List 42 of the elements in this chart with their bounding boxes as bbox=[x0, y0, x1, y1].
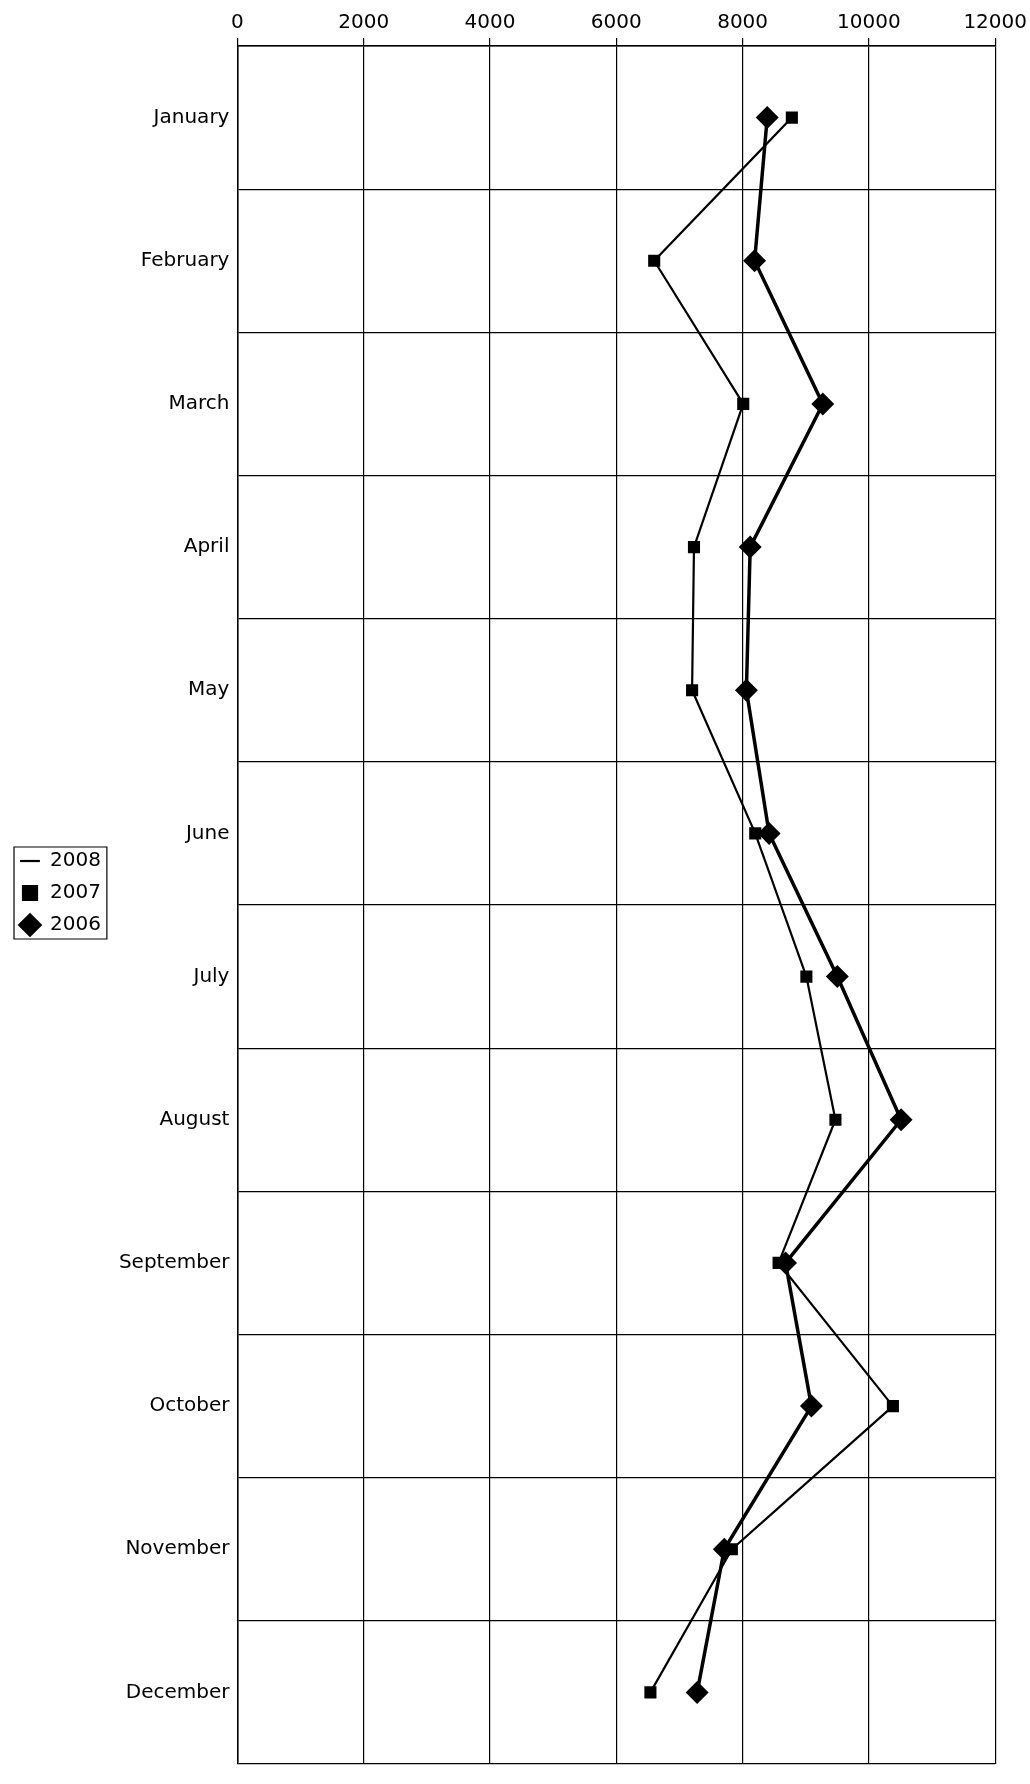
x-tick-label: 0 bbox=[231, 9, 244, 34]
point bbox=[687, 541, 701, 554]
point bbox=[826, 965, 849, 988]
y-tick-label: March bbox=[168, 390, 230, 415]
x-tick-label: 12000 bbox=[963, 9, 1027, 34]
x-tick-label: 4000 bbox=[464, 9, 516, 34]
x-tick-label: 8000 bbox=[717, 9, 769, 34]
legend-label: 2006 bbox=[50, 911, 101, 936]
point bbox=[686, 1681, 708, 1704]
point bbox=[800, 970, 813, 983]
y-tick-label: August bbox=[159, 1105, 230, 1130]
y-tick-label: July bbox=[191, 962, 230, 987]
point bbox=[886, 1400, 899, 1413]
y-tick-label: April bbox=[183, 533, 230, 558]
point bbox=[800, 1395, 823, 1417]
point bbox=[829, 1113, 842, 1126]
point bbox=[739, 536, 761, 558]
point bbox=[756, 106, 778, 129]
point bbox=[737, 397, 750, 410]
y-tick-label: June bbox=[183, 819, 230, 844]
y-tick-label: September bbox=[118, 1249, 231, 1274]
point bbox=[648, 254, 661, 267]
point bbox=[758, 822, 780, 845]
point bbox=[735, 679, 758, 701]
y-tick-label: February bbox=[140, 246, 230, 271]
point bbox=[743, 250, 766, 272]
point bbox=[686, 684, 699, 697]
y-tick-label: October bbox=[149, 1392, 231, 1417]
y-tick-label: November bbox=[125, 1535, 231, 1560]
y-tick-label: January bbox=[151, 103, 230, 128]
point bbox=[749, 827, 762, 840]
point bbox=[785, 111, 798, 124]
x-tick-label: 2000 bbox=[338, 9, 390, 34]
x-tick-label: 10000 bbox=[837, 9, 901, 34]
point bbox=[890, 1109, 912, 1131]
legend-label: 2008 bbox=[50, 847, 101, 872]
point bbox=[644, 1686, 657, 1699]
y-tick-label: December bbox=[125, 1678, 231, 1703]
legend-label: 2007 bbox=[50, 879, 101, 904]
x-tick-label: 6000 bbox=[590, 9, 642, 34]
y-tick-label: May bbox=[188, 676, 230, 701]
point bbox=[812, 393, 834, 415]
